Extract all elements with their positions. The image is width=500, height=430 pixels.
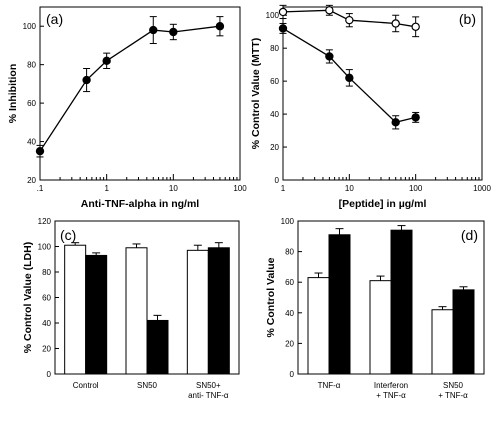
x-tick-label: 1 xyxy=(281,184,286,193)
y-tick-label: 60 xyxy=(270,77,279,86)
bar-white xyxy=(431,309,454,375)
y-tick-label: 100 xyxy=(23,22,37,31)
bar-white xyxy=(369,280,392,375)
x-tick-label: 1000 xyxy=(473,184,491,193)
y-tick-label: 0 xyxy=(47,370,52,379)
data-point-open xyxy=(411,22,420,31)
data-point-filled xyxy=(345,73,354,83)
bar-black xyxy=(328,234,351,375)
category-label: + TNF-α xyxy=(438,391,468,400)
category-label: Interferon xyxy=(374,381,408,390)
category-label: Control xyxy=(73,381,99,390)
y-tick-label: 40 xyxy=(285,309,294,318)
data-point-filled xyxy=(169,27,178,37)
y-axis-label: % Control Value xyxy=(265,257,277,337)
bar-black xyxy=(390,229,413,375)
y-tick-label: 0 xyxy=(275,176,280,185)
x-tick-label: 1 xyxy=(104,184,109,193)
y-axis-label: % Control Value (MTT) xyxy=(250,38,262,149)
y-tick-label: 100 xyxy=(38,243,52,252)
x-tick-label: 10 xyxy=(169,184,178,193)
category-label: SN50+ xyxy=(196,381,221,390)
panel-d: 0 20 40 60 80 100 % Control Value (d) TNF-α Inter… xyxy=(265,217,485,400)
x-tick-label: 10 xyxy=(345,184,354,193)
y-tick-label: 100 xyxy=(266,11,280,20)
y-tick-label: 80 xyxy=(270,44,279,53)
y-tick-label: 0 xyxy=(290,370,295,379)
plot-frame xyxy=(282,6,483,181)
data-point-filled xyxy=(278,24,288,33)
y-tick-label: 20 xyxy=(42,345,51,354)
category-label: SN50 xyxy=(137,381,158,390)
y-tick-label: 80 xyxy=(42,268,51,277)
panel-label: (a) xyxy=(46,11,63,27)
y-tick-label: 20 xyxy=(270,143,279,152)
panel-label: (c) xyxy=(60,227,76,243)
data-point-filled xyxy=(35,146,45,156)
y-tick-label: 60 xyxy=(42,294,51,303)
category-label: SN50 xyxy=(443,381,464,390)
bar-black xyxy=(85,254,108,375)
panel-b: 0 20 40 60 80 100 % Control Value (MTT) (b) 1 10 1… xyxy=(250,4,491,210)
data-point-filled xyxy=(82,75,91,85)
data-point-open xyxy=(391,19,400,28)
y-tick-label: 40 xyxy=(27,138,36,147)
y-axis-label: % Control Value (LDH) xyxy=(22,242,34,353)
y-tick-label: 80 xyxy=(285,248,294,257)
plot-frame xyxy=(39,6,241,181)
panel-a: 20 40 60 80 100 % Inhibition (a) .1 1 10 100 Anti-T… xyxy=(7,6,247,210)
x-tick-label: 100 xyxy=(409,184,423,193)
y-tick-label: 60 xyxy=(285,278,294,287)
y-tick-label: 20 xyxy=(285,339,294,348)
data-point-filled xyxy=(102,56,111,66)
category-label: + TNF-α xyxy=(376,391,406,400)
panel-label: (d) xyxy=(461,227,478,243)
y-tick-label: 80 xyxy=(27,61,36,70)
data-point-filled xyxy=(215,22,225,31)
x-tick-label: .1 xyxy=(37,184,44,193)
y-tick-label: 120 xyxy=(38,217,52,226)
y-tick-label: 40 xyxy=(42,319,51,328)
x-axis-label: Anti-TNF-alpha in ng/ml xyxy=(81,198,199,210)
category-label: anti- TNF-α xyxy=(188,391,229,400)
panel-c: 0 20 40 60 80 100 120 % Control Value (LDH) (c) C… xyxy=(22,217,240,400)
bar-white xyxy=(64,244,87,375)
data-point-filled xyxy=(325,52,334,61)
data-point-open xyxy=(278,7,288,17)
bar-white xyxy=(307,277,330,375)
y-tick-label: 40 xyxy=(270,110,279,119)
bar-white xyxy=(186,249,209,375)
panel-label: (b) xyxy=(459,11,476,27)
data-point-filled xyxy=(411,113,420,122)
bar-black xyxy=(207,247,230,375)
series-line xyxy=(39,25,220,152)
bar-black xyxy=(146,319,169,375)
x-axis-label: [Peptide] in µg/ml xyxy=(339,198,427,210)
category-label: TNF-α xyxy=(318,381,341,390)
data-point-open xyxy=(325,6,334,15)
y-tick-label: 60 xyxy=(27,99,36,108)
x-tick-label: 100 xyxy=(233,184,247,193)
data-point-filled xyxy=(149,25,158,35)
y-tick-label: 20 xyxy=(27,176,36,185)
bar-black xyxy=(452,289,475,375)
data-point-open xyxy=(345,15,354,25)
y-tick-label: 100 xyxy=(281,217,295,226)
y-axis-label: % Inhibition xyxy=(7,64,19,124)
bar-white xyxy=(125,247,148,375)
data-point-filled xyxy=(391,118,400,127)
